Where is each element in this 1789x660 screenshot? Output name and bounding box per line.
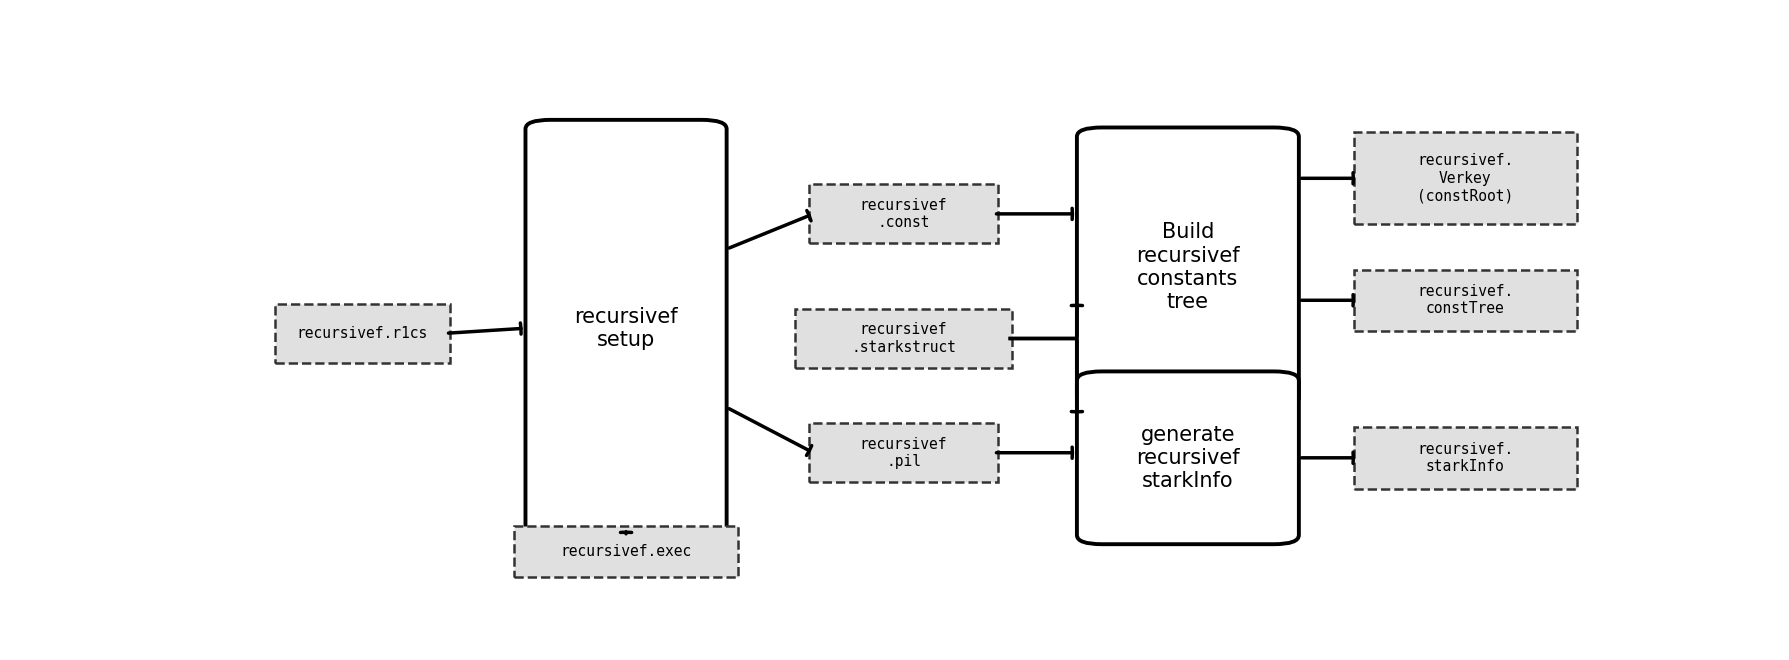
Text: Build
recursivef
constants
tree: Build recursivef constants tree: [1136, 222, 1240, 312]
FancyBboxPatch shape: [1077, 127, 1299, 407]
FancyBboxPatch shape: [1352, 132, 1576, 224]
Text: recursivef
.pil: recursivef .pil: [859, 436, 946, 469]
Text: recursivef
.const: recursivef .const: [859, 198, 946, 230]
FancyBboxPatch shape: [794, 309, 1011, 368]
FancyBboxPatch shape: [1352, 269, 1576, 331]
Text: recursivef.exec: recursivef.exec: [560, 544, 691, 559]
FancyBboxPatch shape: [526, 120, 726, 537]
FancyBboxPatch shape: [276, 304, 449, 363]
Text: recursivef.
starkInfo: recursivef. starkInfo: [1417, 442, 1513, 474]
FancyBboxPatch shape: [1352, 427, 1576, 488]
Text: generate
recursivef
starkInfo: generate recursivef starkInfo: [1136, 424, 1240, 491]
Text: recursivef.
constTree: recursivef. constTree: [1417, 284, 1513, 316]
Text: recursivef
.starkstruct: recursivef .starkstruct: [850, 322, 955, 354]
Text: recursivef
setup: recursivef setup: [574, 307, 678, 350]
Text: recursivef.r1cs: recursivef.r1cs: [297, 326, 428, 341]
Text: recursivef.
Verkey
(constRoot): recursivef. Verkey (constRoot): [1417, 153, 1513, 203]
FancyBboxPatch shape: [809, 423, 996, 482]
FancyBboxPatch shape: [1077, 372, 1299, 544]
FancyBboxPatch shape: [513, 526, 737, 578]
FancyBboxPatch shape: [809, 184, 996, 244]
